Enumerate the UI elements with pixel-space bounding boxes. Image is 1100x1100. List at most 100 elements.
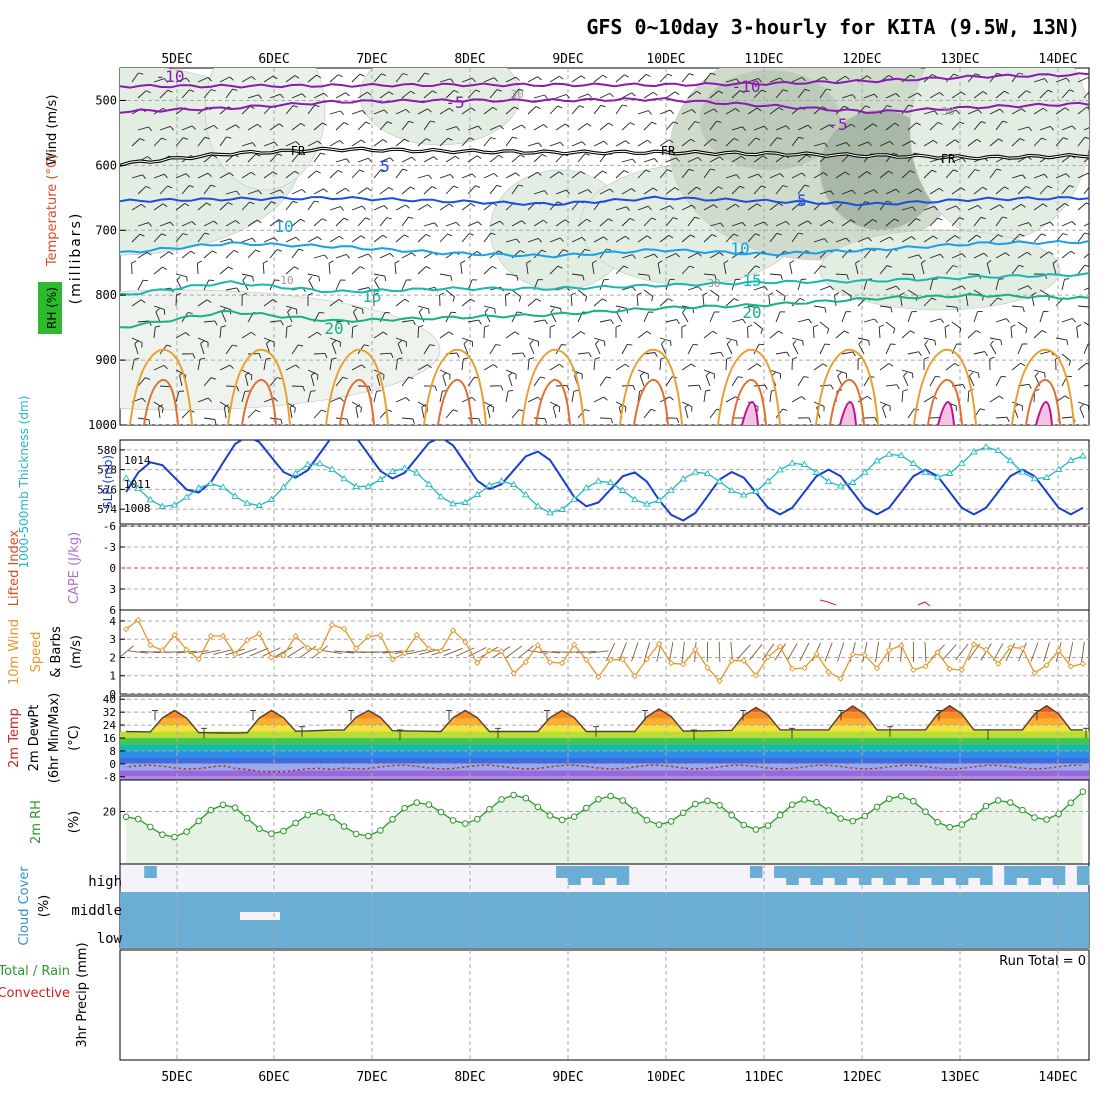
barb (945, 265, 954, 275)
barb-flag (785, 125, 790, 130)
barb-flag (476, 155, 482, 159)
wind-barb (299, 645, 317, 659)
barb-flag (934, 340, 937, 346)
barb-flag (314, 104, 320, 108)
barb-flag (541, 153, 547, 157)
barb (527, 237, 539, 243)
barb-flag (895, 93, 900, 98)
barb-flag (610, 418, 614, 424)
barb (615, 235, 626, 243)
barb-flag (1018, 264, 1024, 268)
barb (731, 155, 742, 163)
chart-title: GFS 0~10day 3-hourly for KITA (9.5W, 13N… (586, 15, 1080, 39)
barb (1039, 125, 1051, 131)
barb (967, 330, 977, 339)
barb-flag (1079, 404, 1084, 409)
barb (577, 153, 586, 163)
wind-speed-marker (692, 646, 699, 653)
barb (901, 170, 911, 179)
barb (945, 139, 956, 147)
rh-marker (607, 792, 614, 800)
barb-flag (463, 340, 468, 345)
barb-flag (210, 184, 216, 188)
barb-flag (1021, 108, 1026, 113)
thickness-marker (1018, 468, 1027, 475)
barb-flag (931, 169, 937, 173)
barb-flag (594, 357, 600, 360)
barb-flag (874, 417, 878, 423)
barb-flag (895, 285, 900, 291)
barb-flag (190, 250, 196, 255)
barb-flag (982, 186, 988, 191)
barb-flag (1071, 221, 1076, 226)
barb (923, 205, 935, 211)
barb-flag (206, 202, 212, 206)
barb-flag (249, 105, 255, 109)
barb-flag (161, 407, 164, 413)
barb-flag (448, 331, 454, 336)
slp-tick-label: 1011 (124, 478, 151, 491)
barb (797, 184, 805, 195)
barb (533, 190, 545, 195)
barb (791, 337, 803, 342)
barb (373, 73, 382, 83)
barb (591, 263, 595, 275)
wind-tick-label: 0 (109, 688, 116, 701)
contour-hot (731, 379, 767, 425)
barb-flag (933, 139, 938, 144)
barb-flag (711, 234, 717, 238)
barb-flag (540, 376, 546, 379)
barb-flag (1044, 78, 1048, 83)
barb-flag (651, 217, 657, 221)
barb-flag (632, 385, 636, 391)
barb (1077, 401, 1089, 407)
barb-flag (602, 298, 607, 302)
barb (819, 88, 827, 99)
barb-flag (207, 77, 212, 82)
wind-speed-marker (571, 641, 578, 648)
barb (593, 74, 603, 83)
barb-flag (647, 139, 652, 144)
barb (665, 376, 673, 387)
barb (857, 237, 869, 243)
barb (555, 123, 566, 131)
barb (351, 109, 363, 115)
barb-flag (953, 169, 959, 173)
label-precip-convective: Convective (0, 986, 70, 1001)
barb (1017, 343, 1023, 355)
wind-speed-marker (982, 646, 990, 653)
barb-flag (1041, 233, 1047, 237)
barb-flag (785, 221, 790, 226)
barb-flag (1001, 375, 1007, 378)
barb (709, 289, 720, 297)
contour-warm (1011, 348, 1075, 425)
barb-flag (280, 419, 283, 425)
barb (527, 396, 539, 403)
barb-flag (360, 407, 362, 413)
barb (819, 219, 830, 227)
barb (533, 319, 545, 323)
barb (863, 189, 875, 195)
barb (1033, 78, 1045, 83)
barb (813, 363, 824, 371)
barb-flag (471, 173, 476, 178)
barb (595, 343, 601, 355)
barb-flag (295, 236, 300, 241)
barb-flag (200, 357, 206, 360)
barb-flag (408, 120, 414, 124)
barb (705, 375, 711, 387)
barb (885, 122, 895, 131)
barb-flag (582, 275, 585, 281)
barb-flag (183, 137, 189, 140)
barb (395, 337, 407, 343)
barb-flag (888, 363, 894, 367)
barb (1033, 233, 1042, 243)
wind-speed-marker (837, 675, 844, 682)
barb (951, 157, 963, 163)
barb (951, 343, 957, 355)
barb (1061, 416, 1074, 419)
barb-flag (763, 221, 768, 226)
barb-flag (386, 217, 392, 220)
barb (439, 107, 450, 115)
cloud-high-cell (1052, 866, 1066, 885)
